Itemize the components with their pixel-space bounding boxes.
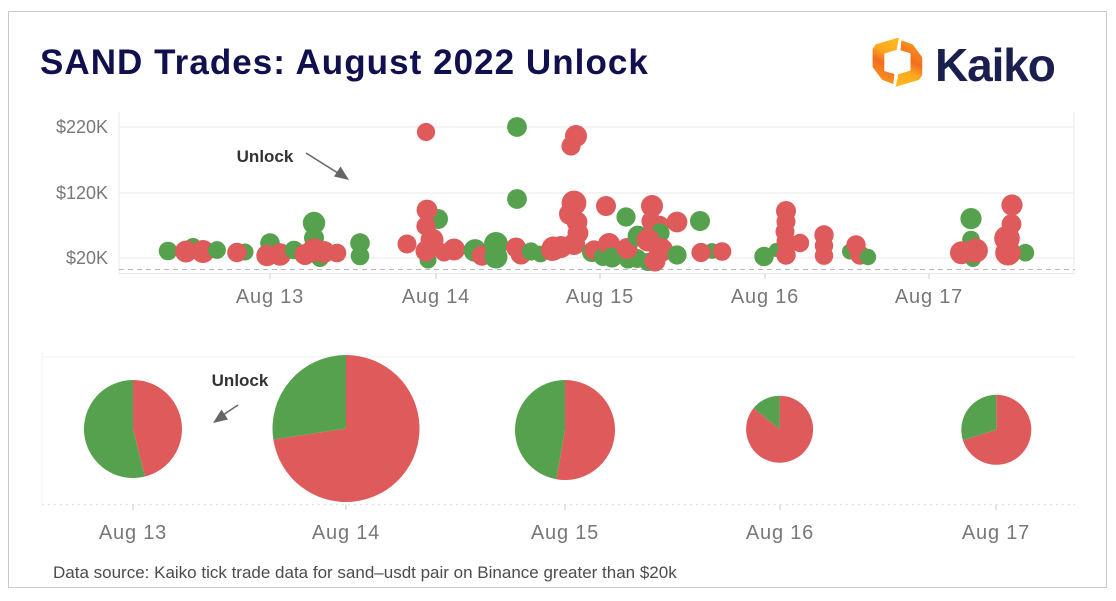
svg-text:Aug 14: Aug 14 <box>312 522 380 544</box>
svg-text:Aug 16: Aug 16 <box>731 286 799 308</box>
svg-text:Unlock: Unlock <box>212 371 269 390</box>
svg-text:Aug 15: Aug 15 <box>531 522 599 544</box>
svg-text:Aug 17: Aug 17 <box>895 286 963 308</box>
svg-text:$20K: $20K <box>66 248 108 268</box>
svg-text:Aug 14: Aug 14 <box>402 286 470 308</box>
svg-text:$120K: $120K <box>56 183 108 203</box>
svg-text:Aug 15: Aug 15 <box>566 286 634 308</box>
svg-text:Aug 13: Aug 13 <box>236 286 304 308</box>
svg-text:Aug 13: Aug 13 <box>99 522 167 544</box>
svg-text:Aug 16: Aug 16 <box>746 522 814 544</box>
svg-text:Unlock: Unlock <box>237 147 294 166</box>
svg-text:Aug 17: Aug 17 <box>962 522 1030 544</box>
svg-text:$220K: $220K <box>56 117 108 137</box>
